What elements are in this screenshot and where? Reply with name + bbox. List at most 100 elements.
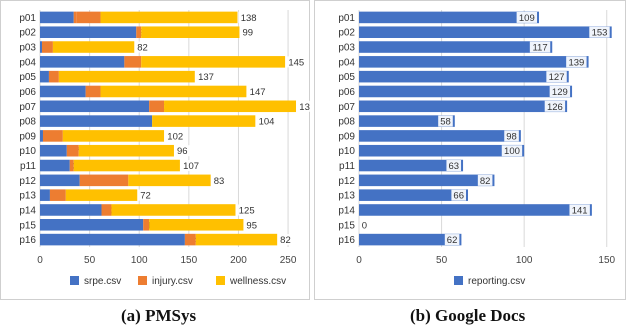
bar-segment: [40, 11, 74, 24]
data-label: 95: [246, 220, 257, 231]
legend-label: reporting.csv: [468, 276, 525, 287]
data-label: 98: [506, 131, 517, 142]
category-label: p02: [19, 28, 36, 39]
category-label: p15: [338, 220, 355, 231]
bar-segment: [184, 233, 196, 246]
data-label: 72: [140, 191, 151, 202]
bar-segment: [359, 85, 573, 98]
bar-segment: [40, 115, 153, 127]
bar-segment: [359, 26, 612, 38]
data-label-bg: [444, 234, 460, 246]
bar-segment: [40, 41, 42, 53]
bar-segment: [359, 189, 469, 201]
x-tick-label: 100: [516, 255, 533, 266]
bar-segment: [73, 11, 77, 24]
category-label: p01: [19, 13, 36, 24]
category-label: p09: [19, 131, 36, 142]
bar-segment: [40, 233, 185, 246]
category-label: p05: [338, 72, 355, 83]
data-label-bg: [240, 26, 256, 38]
data-label: 102: [167, 131, 183, 142]
data-label: 127: [549, 72, 565, 83]
bar-segment: [141, 56, 286, 68]
data-label-bg: [135, 41, 150, 53]
legend-swatch: [138, 276, 147, 285]
data-label-bg: [195, 71, 217, 83]
legend-swatch: [216, 276, 225, 285]
x-tick-label: 150: [181, 255, 198, 266]
category-label: p11: [20, 161, 36, 172]
category-label: p03: [19, 43, 36, 54]
bar-segment: [49, 189, 66, 201]
category-label: p11: [339, 161, 355, 172]
bar-segment: [149, 100, 165, 113]
bar-segment: [40, 204, 102, 216]
category-label: p14: [338, 205, 355, 216]
data-label: 133: [299, 102, 310, 113]
bar-segment: [40, 189, 50, 201]
data-label-bg: [211, 174, 227, 186]
data-label: 139: [568, 57, 584, 68]
data-label: 117: [532, 43, 547, 54]
bar-segment: [40, 100, 150, 113]
bar-segment: [40, 26, 137, 38]
data-label-bg: [247, 85, 268, 97]
data-label-bg: [504, 130, 519, 142]
data-label-bg: [180, 160, 202, 172]
data-label-bg: [516, 11, 538, 23]
bar-segment: [100, 11, 238, 24]
data-label-bg: [566, 56, 587, 68]
data-label-bg: [297, 100, 318, 112]
data-label: 0: [362, 220, 367, 231]
data-label: 109: [519, 13, 535, 24]
data-label: 129: [552, 87, 568, 98]
category-label: p04: [19, 57, 36, 68]
data-label: 145: [288, 57, 304, 68]
bar-segment: [40, 85, 86, 98]
data-label-bg: [138, 189, 153, 201]
category-label: p08: [338, 117, 355, 128]
x-tick-label: 0: [37, 255, 43, 266]
data-label-bg: [286, 56, 307, 68]
bar-segment: [69, 159, 74, 172]
x-tick-label: 100: [131, 255, 148, 266]
caption-google-docs: (b) Google Docs: [410, 306, 526, 325]
bar-segment: [359, 115, 455, 127]
bar-segment: [152, 115, 256, 127]
bar-segment: [48, 70, 59, 83]
bar-segment: [76, 11, 101, 24]
pmsys-chart-panel: 0 50 100 150 200 250 p01 p02 p03 p04 p05 p06 p07 p08 p…: [0, 0, 318, 300]
bar-segment: [101, 204, 112, 216]
bar-segment: [359, 70, 569, 83]
category-label: p06: [338, 87, 355, 98]
data-label: 138: [241, 13, 257, 24]
bar-segment: [359, 144, 525, 157]
data-label: 96: [177, 146, 188, 157]
data-label-bg: [549, 85, 571, 97]
category-label: p07: [338, 102, 355, 113]
bar-segment: [141, 26, 240, 38]
data-label-bg: [446, 160, 462, 172]
bar-segment: [164, 100, 297, 113]
data-label: 62: [447, 235, 458, 246]
bar-segment: [40, 219, 144, 231]
data-label-bg: [244, 219, 260, 231]
bar-segment: [359, 233, 462, 246]
data-label-bg: [360, 219, 369, 231]
x-tick-label: 0: [356, 255, 362, 266]
x-tick-label: 150: [598, 255, 615, 266]
bar-segment: [359, 11, 540, 24]
chart-svg-1: 0 50 100 150 p01 p02 p03 p04 p05 p06 p07 p08 p09 p10 p…: [314, 0, 626, 300]
bar-segment: [359, 41, 553, 53]
legend-label: srpe.csv: [84, 276, 121, 287]
category-label: p14: [19, 205, 36, 216]
data-label: 125: [239, 205, 255, 216]
google-docs-chart-panel: 0 50 100 150 p01 p02 p03 p04 p05 p06 p07 p08 p09 p10 p…: [314, 0, 626, 300]
bar-segment: [128, 174, 211, 187]
bar-segment: [359, 130, 521, 142]
bar-segment: [195, 233, 278, 246]
bar-segment: [73, 159, 180, 172]
data-label-bg: [278, 234, 293, 246]
data-label: 153: [592, 28, 608, 39]
data-label-bg: [238, 11, 259, 23]
